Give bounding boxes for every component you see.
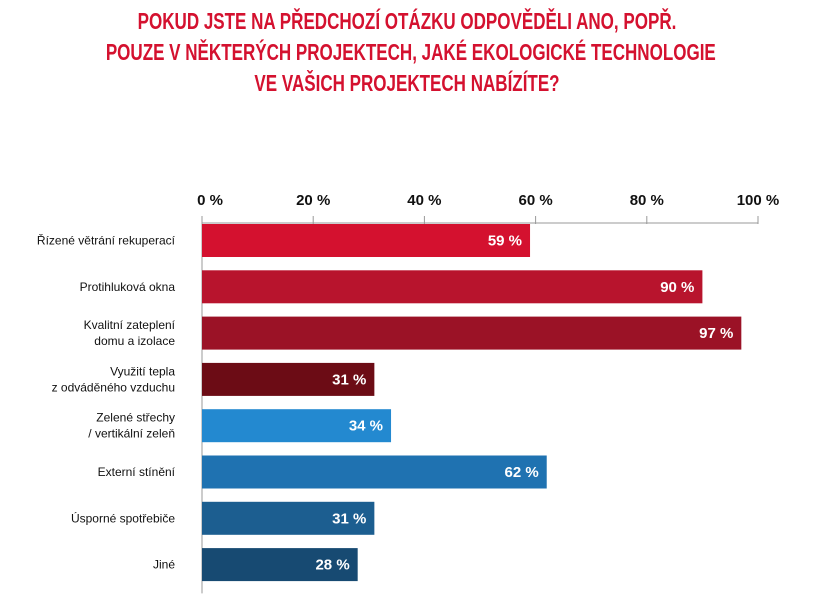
category-label: Jiné — [153, 558, 175, 572]
category-label: Protihluková okna — [80, 280, 176, 294]
bar-value-label: 34 % — [349, 418, 383, 435]
title-line: POKUD JSTE NA PŘEDCHOZÍ OTÁZKU ODPOVĚDĚL… — [137, 8, 677, 34]
x-tick-label: 60 % — [518, 192, 552, 209]
bar-value-label: 31 % — [332, 510, 366, 527]
category-label: Řízené větrání rekuperací — [37, 233, 176, 248]
category-label: Využití tepla — [110, 364, 175, 378]
bar — [202, 224, 531, 257]
bar — [202, 455, 547, 489]
bar-value-label: 31 % — [332, 371, 366, 388]
bar-value-label: 97 % — [699, 325, 733, 342]
bar — [202, 409, 392, 443]
chart-title: POKUD JSTE NA PŘEDCHOZÍ OTÁZKU ODPOVĚDĚL… — [0, 6, 814, 99]
x-tick-label: 100 % — [737, 192, 780, 209]
category-label: Úsporné spotřebiče — [71, 510, 175, 525]
x-tick-label: 40 % — [407, 192, 441, 209]
category-label: / vertikální zeleň — [88, 427, 175, 441]
bar-value-label: 28 % — [315, 557, 349, 574]
category-label: z odváděného vzduchu — [52, 380, 175, 394]
bar-value-label: 62 % — [505, 464, 539, 481]
category-label: Kvalitní zateplení — [84, 318, 176, 332]
bar — [202, 362, 375, 396]
category-label: Externí stínění — [98, 465, 176, 479]
x-tick-label: 0 % — [197, 192, 223, 209]
category-label: domu a izolace — [94, 334, 175, 348]
bar — [202, 270, 703, 304]
category-label: Zelené střechy — [96, 411, 175, 425]
title-line: VE VAŠICH PROJEKTECH NABÍZÍTE? — [254, 70, 560, 96]
bar — [202, 548, 358, 582]
bar — [202, 501, 375, 535]
bar-value-label: 59 % — [488, 233, 522, 250]
bar — [202, 316, 742, 350]
x-tick-label: 20 % — [296, 192, 330, 209]
title-line: POUZE V NĚKTERÝCH PROJEKTECH, JAKÉ EKOLO… — [105, 39, 716, 65]
x-tick-label: 80 % — [630, 192, 664, 209]
bar-value-label: 90 % — [660, 279, 694, 296]
